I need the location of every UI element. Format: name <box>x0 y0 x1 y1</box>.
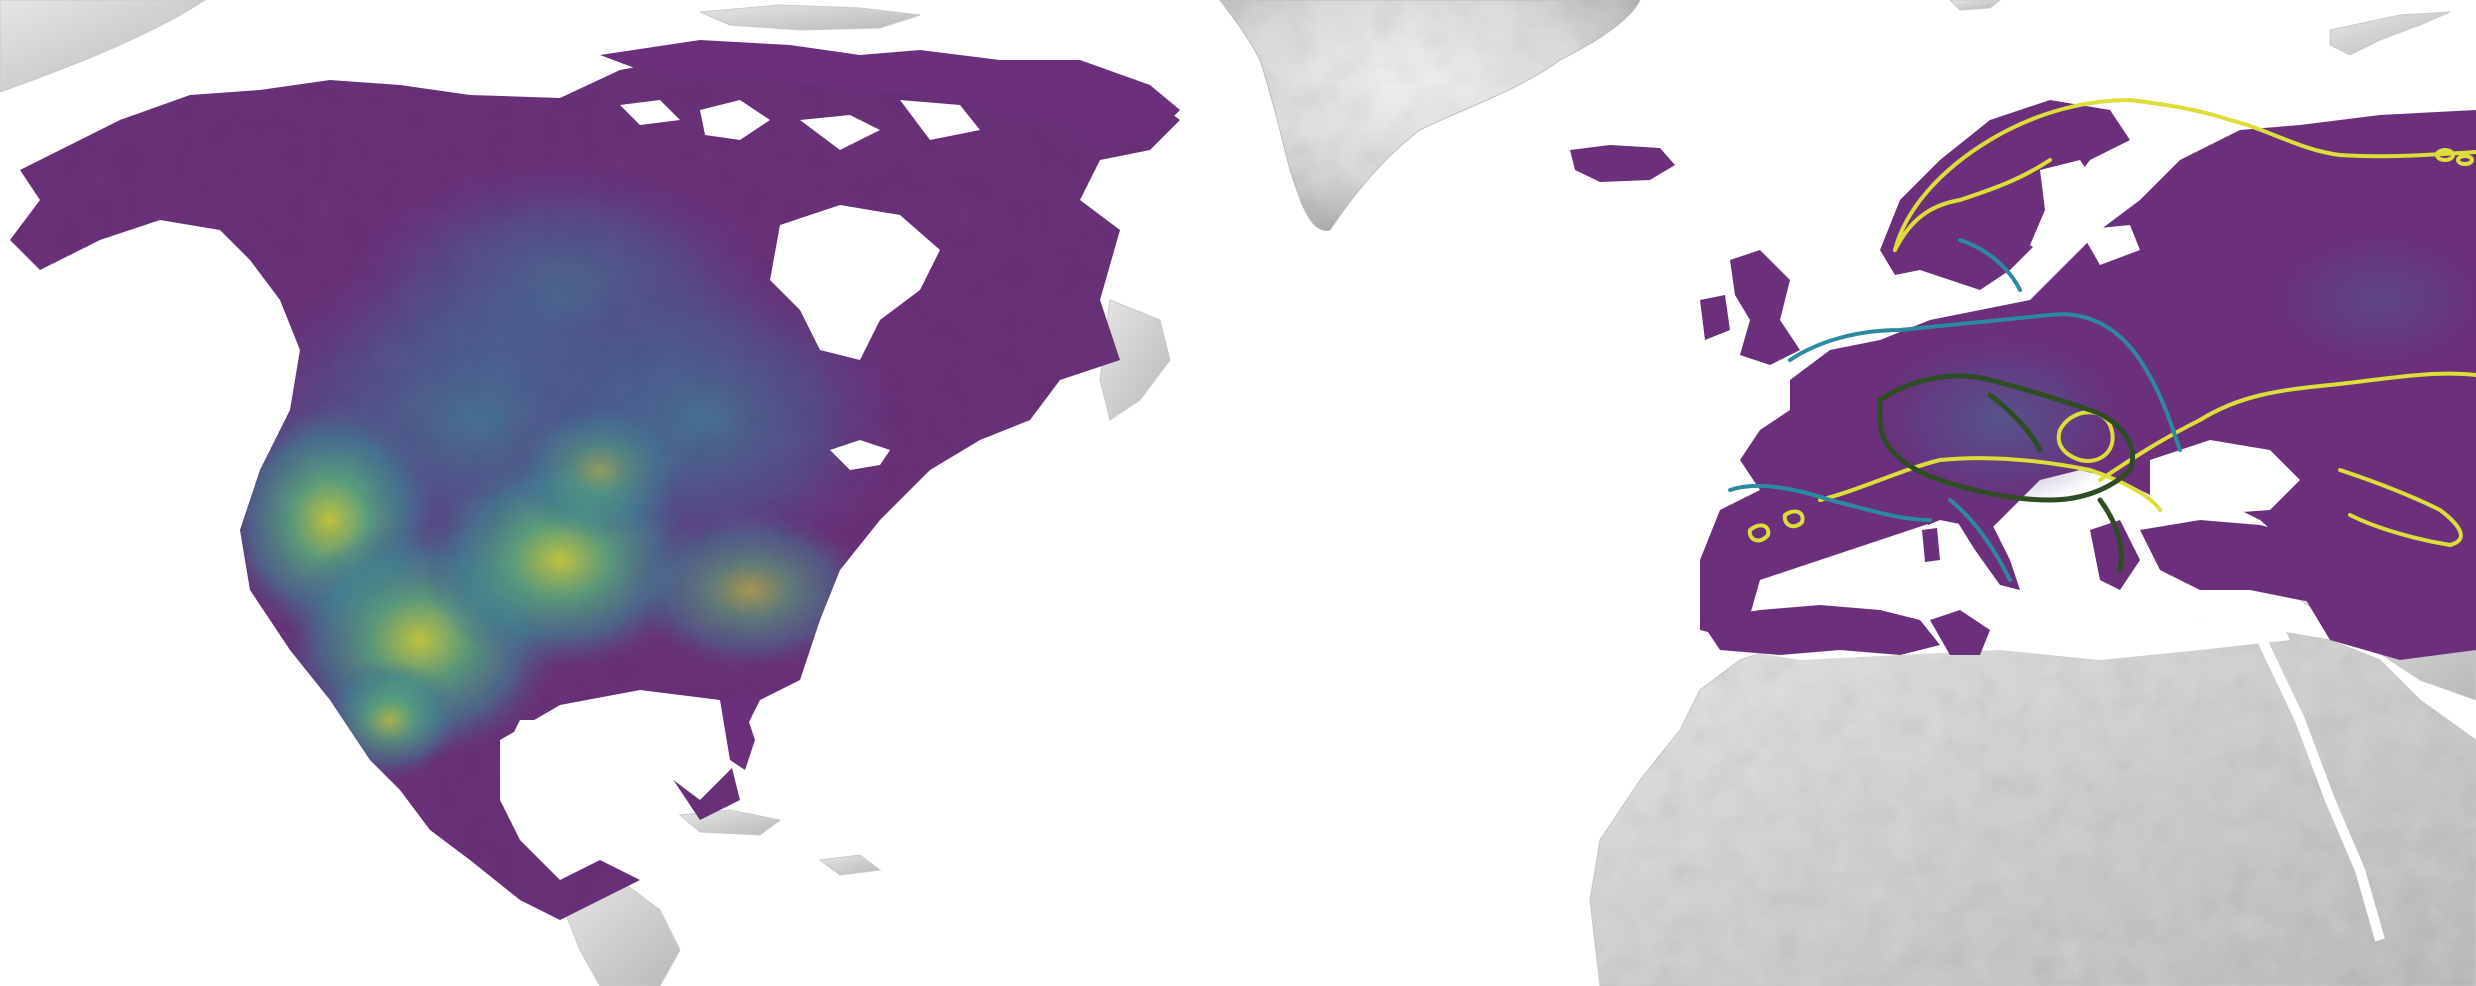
contour-teal-central <box>1788 312 2182 452</box>
iceland <box>1570 145 1675 182</box>
great-lakes <box>830 440 890 470</box>
anatolia <box>2140 520 2476 610</box>
contour-teal-italy <box>1948 498 2012 582</box>
great-britain <box>1730 250 1800 365</box>
contour-teal-sweden <box>1958 238 2022 292</box>
contour-yellow-pannonian <box>2056 410 2115 463</box>
novaya-zemlya-basemap <box>2329 11 2451 56</box>
gulf-of-mexico <box>500 690 740 840</box>
maghreb-coast <box>1700 605 1940 655</box>
red-sea <box>2257 637 2385 942</box>
scandinavia <box>1880 100 2130 290</box>
arctic-archipelago <box>600 40 1180 150</box>
baltic-sea <box>2030 160 2100 260</box>
greece <box>2090 520 2140 590</box>
greenland-basemap <box>1219 0 1641 231</box>
svalbard-basemap <box>1949 0 2001 11</box>
contour-yellow-norway <box>1893 158 2052 252</box>
contour-yellow-crimea <box>2338 468 2463 547</box>
black-sea <box>2150 440 2300 515</box>
contour-green-alps-carpathians <box>1877 373 2136 503</box>
contour-teal-iberia <box>1728 483 1932 522</box>
contour-green-balkans <box>2097 497 2124 573</box>
contour-yellow-north <box>1893 98 2476 252</box>
arctic-basemap <box>0 0 206 93</box>
levant <box>2300 580 2476 660</box>
newfoundland-basemap <box>1099 299 1171 421</box>
florida <box>720 695 755 770</box>
contour-lines <box>1728 98 2476 582</box>
contour-yellow-iberia <box>1747 523 1771 543</box>
ireland <box>1700 295 1730 340</box>
contour-yellow-east <box>2098 371 2476 482</box>
contour-yellow-alps <box>1818 456 2162 512</box>
hispaniola-basemap <box>818 854 882 876</box>
arctic-island-basemap <box>699 4 921 31</box>
hudson-bay <box>770 205 940 360</box>
